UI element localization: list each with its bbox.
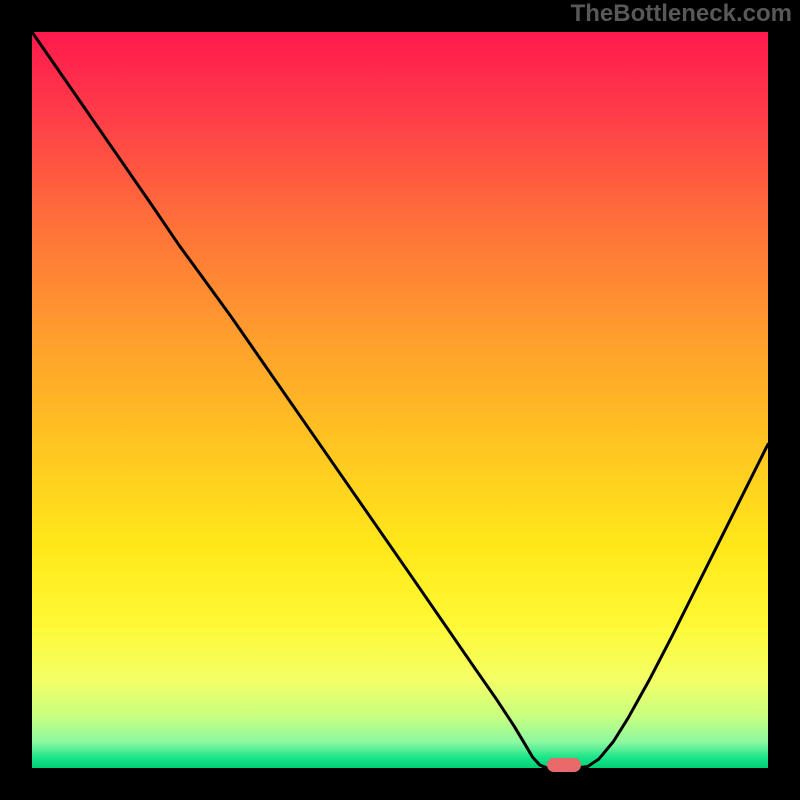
chart-container: TheBottleneck.com	[0, 0, 800, 800]
watermark-label: TheBottleneck.com	[571, 0, 792, 28]
optimum-marker	[547, 758, 581, 772]
bottleneck-curve	[32, 32, 768, 768]
plot-area	[32, 32, 768, 768]
